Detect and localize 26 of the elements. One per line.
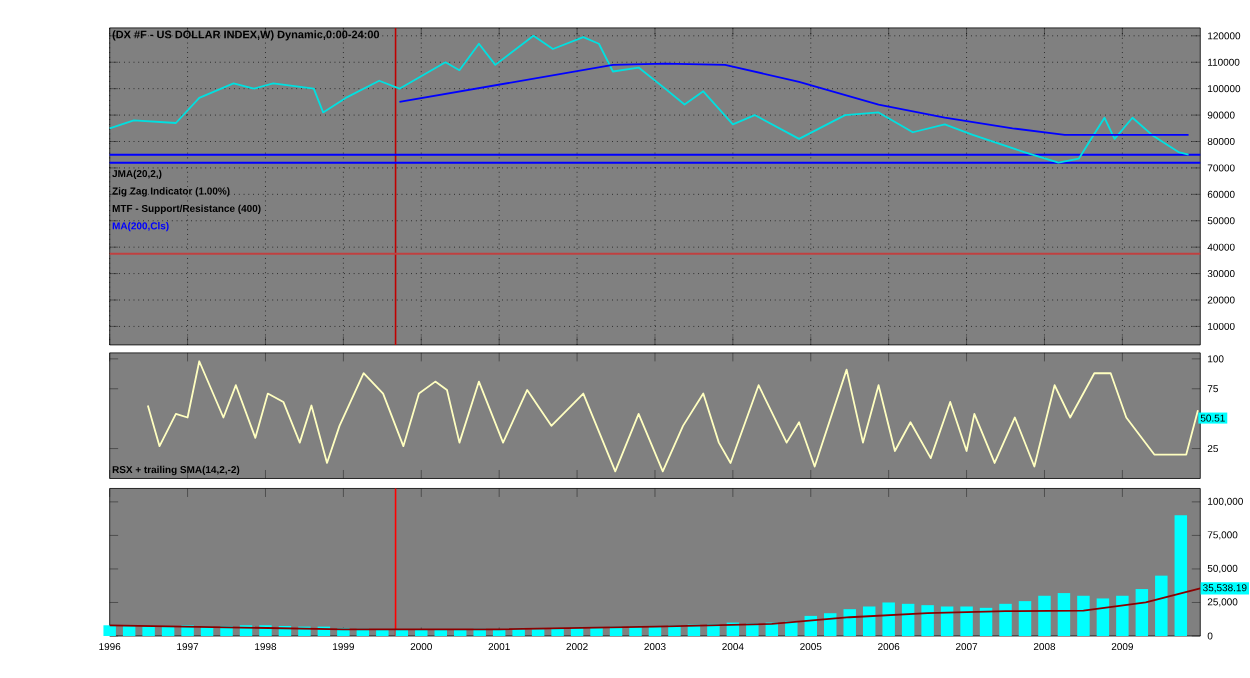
bar [882,602,895,637]
bar [921,605,934,637]
bar [1135,589,1149,637]
bar [999,603,1012,637]
bar [1077,595,1090,637]
bar [901,603,915,637]
line-series [108,34,1190,164]
bar [862,606,876,637]
bar [1096,598,1110,637]
bar [1174,515,1188,637]
bar [551,628,564,637]
bar [979,607,993,637]
bar [531,629,545,637]
bar [940,606,954,637]
bar [434,630,447,637]
bar [1057,593,1071,637]
bar [1018,601,1032,637]
bar [103,625,116,637]
bar [960,606,973,637]
bar [142,626,155,637]
bar [1038,595,1051,637]
bar [1116,595,1129,637]
bar [122,626,136,637]
bar [843,609,856,637]
bar [1155,575,1168,637]
bar [415,630,428,637]
